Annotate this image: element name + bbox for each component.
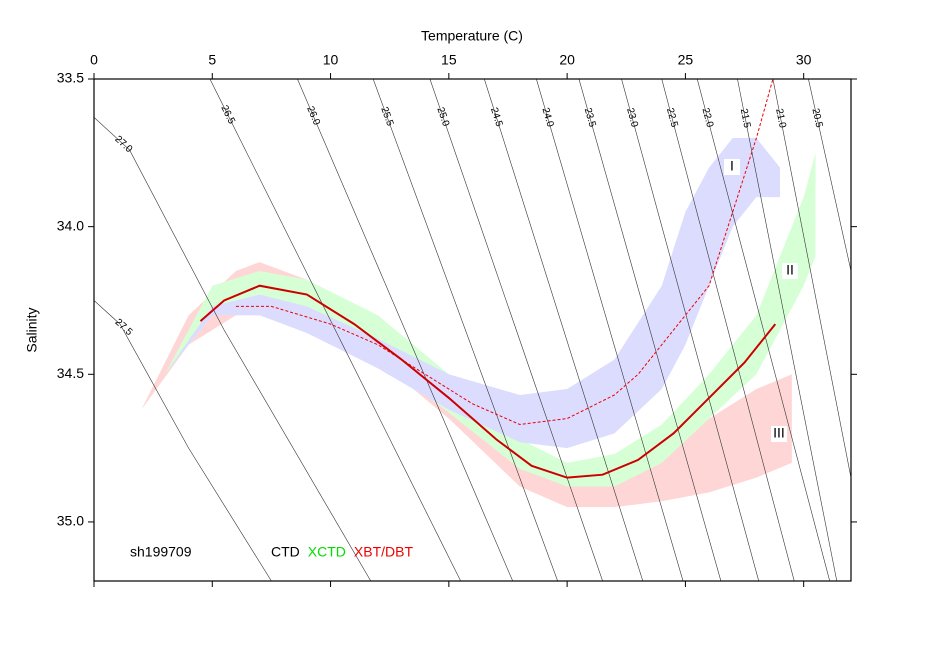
band-label-bg bbox=[782, 263, 798, 279]
y-tick-label: 34.0 bbox=[57, 217, 84, 233]
legend-entry: XBT/DBT bbox=[354, 544, 414, 560]
x-tick-label: 5 bbox=[208, 52, 216, 68]
contour-label: 23.0 bbox=[624, 107, 640, 129]
density-contour bbox=[737, 79, 838, 581]
plot-frame bbox=[93, 78, 852, 582]
density-contour bbox=[536, 79, 684, 581]
station-label: sh199709 bbox=[130, 544, 192, 560]
contour-label: 25.0 bbox=[434, 106, 451, 128]
density-contour bbox=[621, 79, 760, 581]
band-label-bg bbox=[724, 159, 740, 175]
contour-label: 22.0 bbox=[700, 107, 716, 129]
density-contour bbox=[578, 79, 722, 581]
x-tick-label: 15 bbox=[441, 52, 457, 68]
contour-label: 22.5 bbox=[664, 107, 680, 129]
mean-curve bbox=[199, 284, 777, 479]
contour-label: 21.0 bbox=[773, 108, 788, 130]
band-label: II bbox=[786, 262, 794, 278]
contour-label: 26.5 bbox=[218, 104, 237, 127]
density-contour bbox=[209, 79, 461, 581]
x-tick-label: 0 bbox=[90, 52, 98, 68]
y-tick-label: 35.0 bbox=[57, 513, 84, 529]
contour-label: 27.5 bbox=[113, 317, 135, 339]
band bbox=[164, 138, 781, 449]
density-contour bbox=[772, 79, 851, 478]
contour-label: 26.0 bbox=[304, 105, 322, 128]
density-contour bbox=[808, 79, 851, 272]
band-label: III bbox=[773, 425, 785, 441]
legend-entry: CTD bbox=[271, 544, 300, 560]
x-tick-label: 30 bbox=[796, 52, 812, 68]
density-contour bbox=[94, 300, 272, 581]
x-tick-label: 10 bbox=[323, 52, 339, 68]
contour-label: 24.5 bbox=[488, 106, 504, 128]
density-contour bbox=[484, 79, 644, 581]
plot-area: 27.5 27.0 26.5 26.0 25.5 25.0 24.5 24.0 23.5 23.0… bbox=[94, 79, 851, 581]
density-contour bbox=[429, 79, 603, 581]
contour-label: 27.0 bbox=[113, 134, 135, 156]
legend-entry: XCTD bbox=[308, 544, 346, 560]
density-contour bbox=[372, 79, 558, 581]
contour-label: 24.0 bbox=[539, 107, 555, 129]
contour-label: 25.5 bbox=[378, 106, 395, 128]
contour-label: 21.5 bbox=[738, 108, 753, 130]
y-tick-label: 34.5 bbox=[57, 365, 84, 381]
contour-label: 23.5 bbox=[582, 107, 598, 129]
x-tick-label: 25 bbox=[678, 52, 694, 68]
x-tick-label: 20 bbox=[559, 52, 575, 68]
y-tick-label: 33.5 bbox=[57, 70, 84, 86]
density-contour bbox=[696, 79, 830, 581]
density-contour bbox=[297, 79, 513, 581]
y-axis-label: Salinity bbox=[24, 307, 40, 352]
x-axis-label: Temperature (C) bbox=[421, 28, 523, 44]
band-label: I bbox=[730, 158, 734, 174]
density-contour bbox=[661, 79, 795, 581]
band-label-bg bbox=[771, 426, 787, 442]
contour-label: 20.5 bbox=[809, 107, 824, 129]
density-contour bbox=[94, 117, 372, 581]
